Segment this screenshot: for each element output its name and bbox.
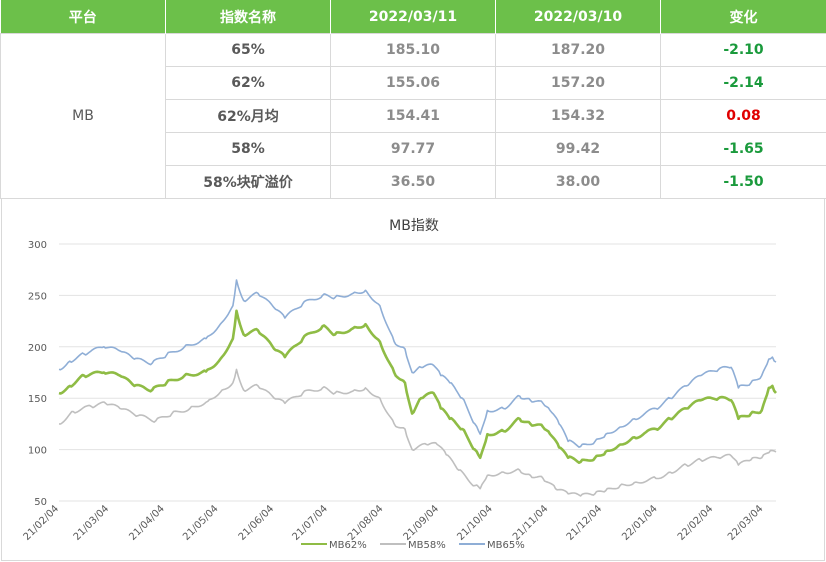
y-tick-label: 250 (28, 291, 47, 302)
platform-cell: MB (0, 33, 166, 199)
x-tick-label: 21/12/04 (565, 503, 605, 543)
header-date-2: 2022/03/10 (495, 0, 661, 34)
y-tick-label: 100 (28, 446, 47, 457)
date-2-value: 99.42 (495, 132, 661, 166)
legend-label: MB62% (329, 540, 367, 551)
table-row: 62%月均 154.41 154.32 0.08 (1, 99, 826, 133)
table-header-row: 平台 指数名称 2022/03/11 2022/03/10 变化 (0, 0, 826, 34)
index-name-cell: 58%块矿溢价 (165, 165, 331, 199)
series-line-mb58 (58, 368, 777, 497)
x-tick-label: 21/10/04 (455, 503, 495, 543)
chart-title: MB指数 (389, 218, 439, 234)
table-row: MB 65% 185.10 187.20 -2.10 (0, 33, 826, 199)
index-name-cell: 62% (165, 66, 331, 100)
date-1-value: 185.10 (330, 33, 496, 67)
date-1-value: 97.77 (330, 132, 496, 166)
legend-label: MB65% (487, 540, 525, 551)
date-2-value: 187.20 (495, 33, 661, 67)
x-tick-label: 21/03/04 (72, 503, 112, 543)
change-value: -1.65 (660, 132, 826, 166)
date-1-value: 36.50 (330, 165, 496, 199)
x-tick-label: 21/05/04 (181, 503, 221, 543)
date-1-value: 155.06 (330, 66, 496, 100)
chart-panel: MB指数 50 100 150 200 250 300 21/02/04 21/03/04 2… (1, 199, 825, 561)
table-row: 58%块矿溢价 36.50 38.00 -1.50 (1, 165, 826, 199)
x-tick-label: 21/04/04 (127, 503, 167, 543)
header-change: 变化 (660, 0, 826, 34)
x-tick-label: 22/02/04 (676, 503, 716, 543)
x-tick-label: 21/06/04 (237, 503, 277, 543)
index-name-cell: 58% (165, 132, 331, 166)
change-value: -1.50 (660, 165, 826, 199)
date-2-value: 154.32 (495, 99, 661, 133)
x-tick-label: 22/01/04 (620, 503, 660, 543)
legend-label: MB58% (408, 540, 446, 551)
series-line-mb65 (58, 279, 777, 448)
x-tick-label: 21/07/04 (290, 503, 330, 543)
table-row: 62% 155.06 157.20 -2.14 (1, 66, 826, 100)
series-line-mb62 (58, 309, 777, 464)
x-tick-label: 21/08/04 (346, 503, 386, 543)
header-index-name: 指数名称 (165, 0, 331, 34)
date-2-value: 38.00 (495, 165, 661, 199)
x-tick-label: 21/02/04 (22, 503, 62, 543)
header-platform: 平台 (0, 0, 166, 34)
date-1-value: 154.41 (330, 99, 496, 133)
x-tick-label: 22/03/04 (726, 503, 766, 543)
header-date-1: 2022/03/11 (330, 0, 496, 34)
y-tick-label: 150 (28, 394, 47, 405)
change-value: 0.08 (660, 99, 826, 133)
x-tick-label: 21/11/04 (511, 503, 551, 543)
y-tick-label: 300 (28, 240, 47, 251)
index-name-cell: 62%月均 (165, 99, 331, 133)
y-tick-label: 200 (28, 343, 47, 354)
change-value: -2.10 (660, 33, 826, 67)
date-2-value: 157.20 (495, 66, 661, 100)
index-name-cell: 65% (165, 33, 331, 67)
x-tick-label: 21/09/04 (402, 503, 442, 543)
change-value: -2.14 (660, 66, 826, 100)
price-table: 平台 指数名称 2022/03/11 2022/03/10 变化 MB 65% … (0, 0, 826, 199)
y-tick-label: 50 (34, 497, 47, 508)
table-row: 58% 97.77 99.42 -1.65 (1, 132, 826, 166)
mb-index-chart: MB指数 50 100 150 200 250 300 21/02/04 21/03/04 2… (22, 218, 777, 551)
